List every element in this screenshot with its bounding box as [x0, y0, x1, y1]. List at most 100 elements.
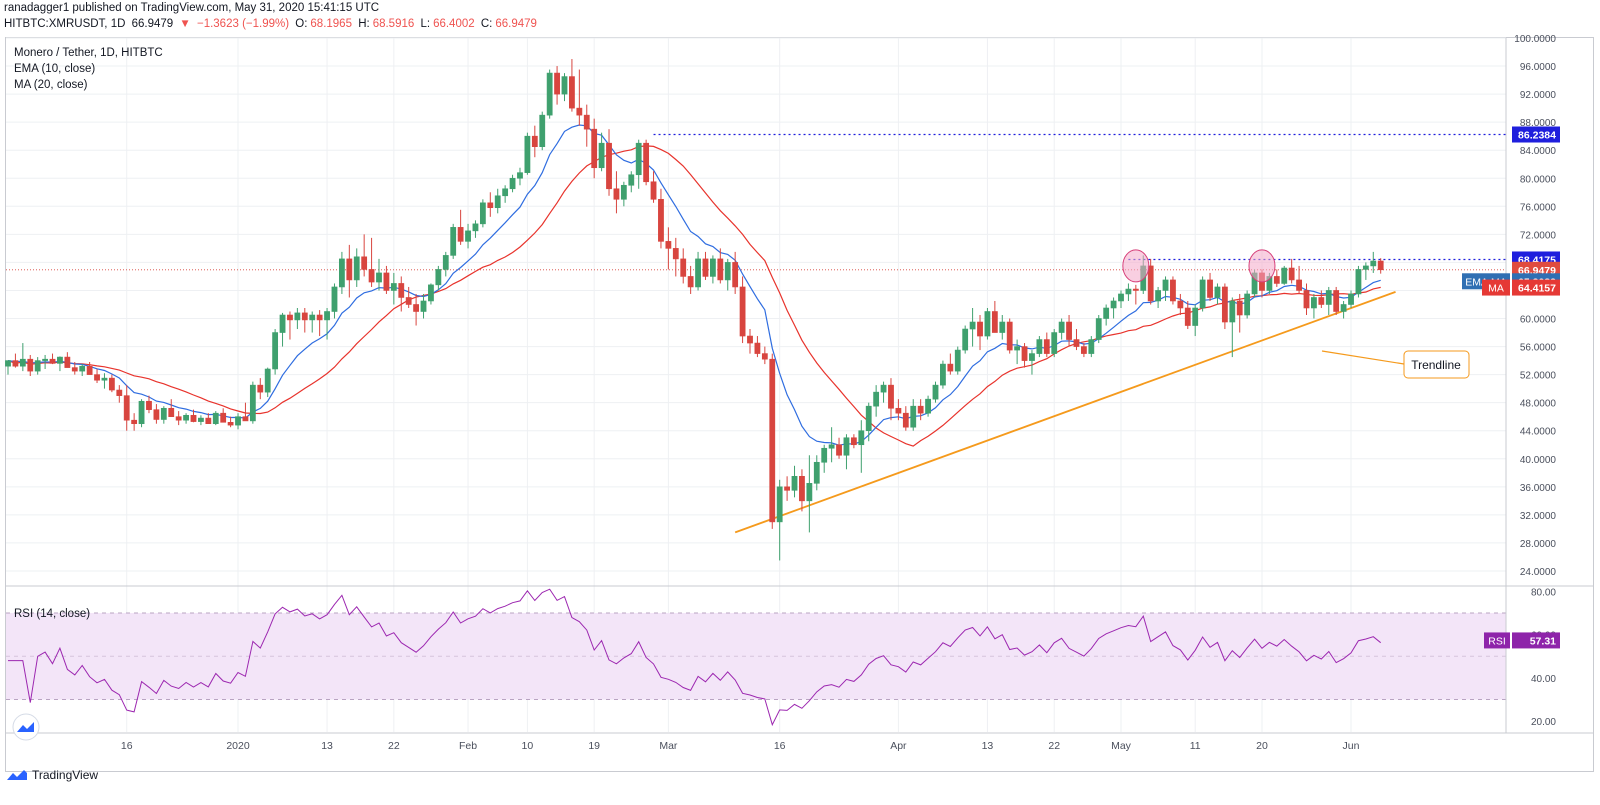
rsi-label-bg — [1484, 632, 1510, 649]
candle-body — [1162, 279, 1169, 291]
candle-body — [635, 142, 642, 176]
rsi-axis-tick: 40.00 — [1531, 674, 1556, 685]
candle-body — [1273, 276, 1280, 284]
candle-body — [583, 114, 590, 130]
candle-body — [86, 365, 93, 375]
resistance-upper-tag-bg — [1512, 126, 1560, 143]
ma-label-bg — [1482, 279, 1510, 296]
candle-body — [1199, 279, 1206, 309]
tradingview-logo-icon[interactable] — [6, 768, 28, 782]
symbol-label: HITBTC:XMRUSDT, 1D — [4, 18, 126, 30]
candle-body — [665, 241, 672, 249]
price-change: −1.3623 (−1.99%) — [196, 18, 290, 30]
high-label: H: — [358, 18, 370, 30]
candle-body — [754, 342, 761, 354]
candle-body — [1362, 265, 1369, 270]
candle-body — [420, 300, 427, 312]
resistance-lines — [6, 133, 1506, 271]
candle-body — [569, 76, 575, 109]
candle-body — [888, 384, 894, 409]
candle-body — [153, 409, 160, 420]
candle-body — [769, 358, 776, 523]
candle-body — [902, 412, 909, 428]
candle-body — [465, 230, 471, 242]
candle-body — [175, 416, 182, 421]
candle-body — [598, 142, 605, 169]
candle-body — [435, 269, 442, 286]
candle-body — [1132, 288, 1139, 291]
candle-body — [828, 444, 835, 449]
candle-body — [1147, 265, 1154, 302]
candle-body — [1066, 321, 1072, 340]
ma-value-tag-bg — [1512, 279, 1560, 296]
candle-body — [353, 256, 360, 281]
open-label: O: — [295, 18, 308, 30]
legend-rsi: RSI (14, close) — [14, 608, 90, 620]
trendline-callout[interactable]: Trendline — [1403, 350, 1470, 379]
price-axis-tick: 96.0000 — [1520, 62, 1557, 73]
candle-body — [1088, 339, 1095, 354]
candle-body — [1340, 304, 1347, 312]
candle-body — [517, 172, 523, 179]
footer-brand[interactable]: TradingView — [32, 768, 99, 782]
candle-body — [428, 284, 434, 302]
candle-body — [1043, 339, 1050, 354]
candle-body — [1014, 346, 1021, 351]
candle-body — [405, 297, 412, 305]
candle-body — [1118, 293, 1124, 302]
open-value: 68.1965 — [310, 18, 352, 30]
candle-body — [917, 405, 924, 414]
candle-body — [368, 269, 375, 283]
candle-body — [821, 447, 828, 463]
candle-body — [1110, 300, 1117, 309]
resistance-touch-circle — [1248, 249, 1276, 283]
ma-label: MA — [1488, 283, 1504, 295]
candle-body — [479, 202, 486, 225]
ohlc-line: HITBTC:XMRUSDT, 1D 66.9479 ▼ −1.3623 (−1… — [4, 16, 1594, 32]
candle-body — [606, 142, 612, 190]
candle-body — [1370, 260, 1377, 267]
candle-body — [739, 286, 746, 337]
candle-body — [279, 314, 286, 333]
tradingview-badge[interactable] — [12, 713, 40, 741]
last-price: 66.9479 — [131, 18, 174, 30]
time-axis-tick: 22 — [388, 740, 400, 752]
candle-body — [472, 223, 479, 232]
price-axis-tick: 100.0000 — [1514, 34, 1556, 45]
time-axis-tick: 20 — [1256, 740, 1268, 752]
rsi-axis-tick: 20.00 — [1531, 717, 1556, 728]
candle-body — [1125, 288, 1132, 295]
candle-body — [1236, 300, 1243, 316]
candle-body — [873, 391, 880, 407]
candle-body — [672, 248, 679, 260]
candle-body — [123, 395, 130, 421]
price-axis-tick: 32.0000 — [1520, 511, 1557, 522]
candle-body — [806, 483, 813, 502]
price-axis-tick: 80.0000 — [1520, 174, 1557, 185]
price-axis-tick: 76.0000 — [1520, 202, 1557, 213]
candle-body — [732, 262, 739, 288]
candle-body — [64, 356, 71, 368]
candle-body — [702, 258, 709, 277]
price-axis-tick: 40.0000 — [1520, 455, 1557, 466]
candle-body — [1318, 297, 1325, 305]
candle-body — [561, 76, 568, 95]
candle-body — [413, 304, 419, 312]
tradingview-badge-circle — [12, 713, 40, 741]
candle-body — [1006, 321, 1013, 351]
candle-body — [450, 227, 457, 256]
candle-body — [687, 276, 694, 288]
time-axis-tick: 16 — [774, 740, 786, 752]
candle-body — [502, 188, 509, 197]
time-axis-tick: 2020 — [226, 740, 250, 752]
time-axis-tick: Jun — [1343, 740, 1360, 752]
candle-body — [910, 405, 917, 428]
footer: TradingView — [6, 766, 98, 784]
candle-body — [784, 486, 790, 491]
trendline-layer[interactable] — [734, 291, 1405, 534]
candle-body — [183, 414, 189, 421]
candle-body — [576, 107, 583, 116]
highlight-circles[interactable] — [1122, 249, 1276, 283]
candle-body — [294, 312, 301, 321]
